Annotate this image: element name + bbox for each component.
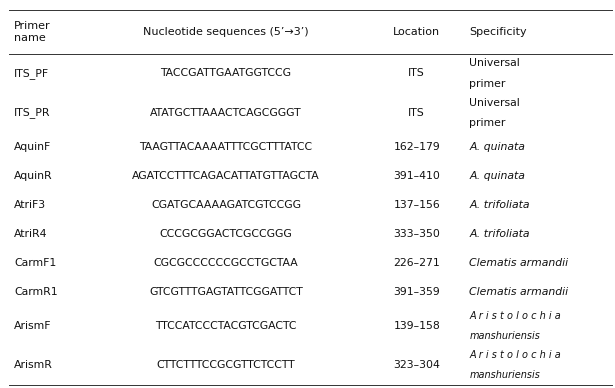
Text: CarmR1: CarmR1 xyxy=(14,287,58,297)
Text: Specificity: Specificity xyxy=(469,27,527,37)
Text: AquinR: AquinR xyxy=(14,171,53,181)
Text: TTCCATCCCTACGTCGACTC: TTCCATCCCTACGTCGACTC xyxy=(155,321,297,331)
Text: Clematis armandii: Clematis armandii xyxy=(469,287,568,297)
Text: CTTCTTTCCGCGTTCTCCTT: CTTCTTTCCGCGTTCTCCTT xyxy=(157,360,295,370)
Text: 162–179: 162–179 xyxy=(393,142,440,152)
Text: manshuriensis: manshuriensis xyxy=(469,371,540,381)
Text: Primer
name: Primer name xyxy=(14,21,51,43)
Text: 391–359: 391–359 xyxy=(393,287,440,297)
Text: 333–350: 333–350 xyxy=(393,229,440,239)
Text: TAAGTTACAAAATTTCGCTTTATCC: TAAGTTACAAAATTTCGCTTTATCC xyxy=(140,142,312,152)
Text: Location: Location xyxy=(393,27,440,37)
Text: CCCGCGGACTCGCCGGG: CCCGCGGACTCGCCGGG xyxy=(160,229,292,239)
Text: AGATCCTTTCAGACATTATGTTAGCTA: AGATCCTTTCAGACATTATGTTAGCTA xyxy=(132,171,320,181)
Text: ITS: ITS xyxy=(408,68,425,78)
Text: Clematis armandii: Clematis armandii xyxy=(469,258,568,268)
Text: primer: primer xyxy=(469,118,506,128)
Text: primer: primer xyxy=(469,79,506,89)
Text: ArismF: ArismF xyxy=(14,321,52,331)
Text: 226–271: 226–271 xyxy=(393,258,440,268)
Text: 139–158: 139–158 xyxy=(393,321,440,331)
Text: CGCGCCCCCCGCCTGCTAA: CGCGCCCCCCGCCTGCTAA xyxy=(154,258,298,268)
Text: Nucleotide sequences (5’→3’): Nucleotide sequences (5’→3’) xyxy=(143,27,309,37)
Text: A. trifoliata: A. trifoliata xyxy=(469,200,530,210)
Text: ArismR: ArismR xyxy=(14,360,53,370)
Text: A. quinata: A. quinata xyxy=(469,142,525,152)
Text: AtriR4: AtriR4 xyxy=(14,229,47,239)
Text: AquinF: AquinF xyxy=(14,142,52,152)
Text: 391–410: 391–410 xyxy=(393,171,440,181)
Text: ATATGCTTAAACTCAGCGGGT: ATATGCTTAAACTCAGCGGGT xyxy=(150,108,302,118)
Text: A r i s t o l o c h i a: A r i s t o l o c h i a xyxy=(469,311,561,320)
Text: A r i s t o l o c h i a: A r i s t o l o c h i a xyxy=(469,350,561,360)
Text: CarmF1: CarmF1 xyxy=(14,258,57,268)
Text: ITS_PF: ITS_PF xyxy=(14,68,49,79)
Text: GTCGTTTGAGTATTCGGATTCT: GTCGTTTGAGTATTCGGATTCT xyxy=(149,287,303,297)
Text: A. quinata: A. quinata xyxy=(469,171,525,181)
Text: TACCGATTGAATGGTCCG: TACCGATTGAATGGTCCG xyxy=(161,68,292,78)
Text: ITS_PR: ITS_PR xyxy=(14,107,50,118)
Text: CGATGCAAAAGATCGTCCGG: CGATGCAAAAGATCGTCCGG xyxy=(151,200,301,210)
Text: ITS: ITS xyxy=(408,108,425,118)
Text: Universal: Universal xyxy=(469,97,520,107)
Text: Universal: Universal xyxy=(469,58,520,68)
Text: manshuriensis: manshuriensis xyxy=(469,331,540,341)
Text: A. trifoliata: A. trifoliata xyxy=(469,229,530,239)
Text: 137–156: 137–156 xyxy=(393,200,440,210)
Text: AtriF3: AtriF3 xyxy=(14,200,46,210)
Text: 323–304: 323–304 xyxy=(393,360,440,370)
